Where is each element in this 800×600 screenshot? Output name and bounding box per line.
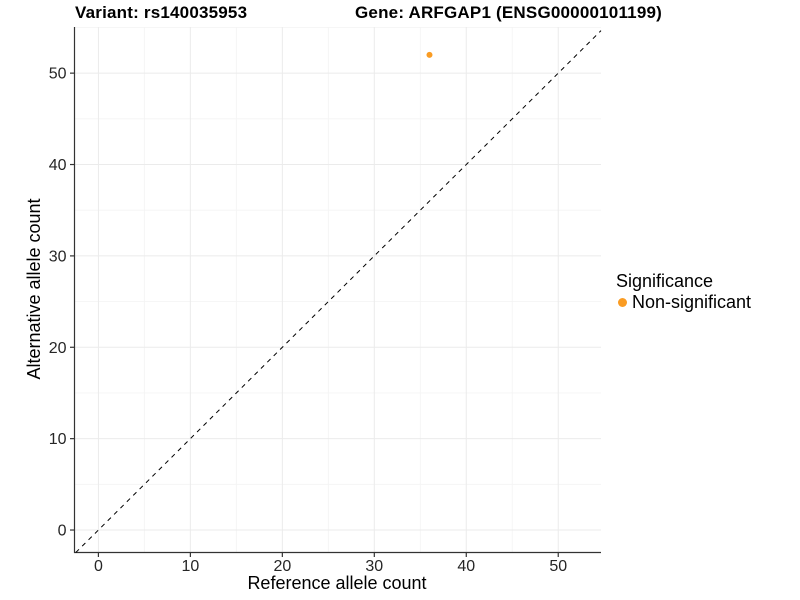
legend-title: Significance	[616, 271, 714, 291]
x-axis-title: Reference allele count	[247, 573, 426, 593]
legend: Significance Non-significant	[616, 271, 751, 311]
gridlines-major	[74, 27, 601, 553]
x-axis-ticks: 0 10 20 30 40 50	[94, 552, 567, 575]
y-axis-title: Alternative allele count	[24, 198, 44, 379]
y-tick-label: 40	[49, 157, 67, 174]
legend-item: Non-significant	[616, 293, 751, 311]
y-tick-label: 30	[49, 248, 67, 265]
x-tick-label: 10	[181, 558, 199, 575]
x-tick-label: 20	[273, 558, 291, 575]
plot-title-gene: Gene: ARFGAP1 (ENSG00000101199)	[355, 3, 662, 22]
data-point	[426, 51, 433, 58]
y-tick-label: 50	[49, 66, 67, 83]
x-tick-label: 40	[457, 558, 475, 575]
x-tick-label: 30	[365, 558, 383, 575]
x-tick-label: 50	[549, 558, 567, 575]
identity-dashed-line	[75, 30, 602, 553]
axis-lines	[73, 27, 601, 554]
gridlines-minor	[74, 27, 601, 553]
x-tick-label: 0	[94, 558, 103, 575]
legend-item-label: Non-significant	[632, 292, 752, 312]
y-tick-label: 10	[49, 431, 67, 448]
legend-point-icon	[618, 297, 627, 307]
plot-title-variant: Variant: rs140035953	[75, 3, 248, 22]
y-axis-ticks: 0 10 20 30 40 50	[49, 66, 75, 540]
data-points	[426, 51, 433, 58]
y-tick-label: 0	[58, 523, 67, 540]
y-tick-label: 20	[49, 340, 67, 357]
